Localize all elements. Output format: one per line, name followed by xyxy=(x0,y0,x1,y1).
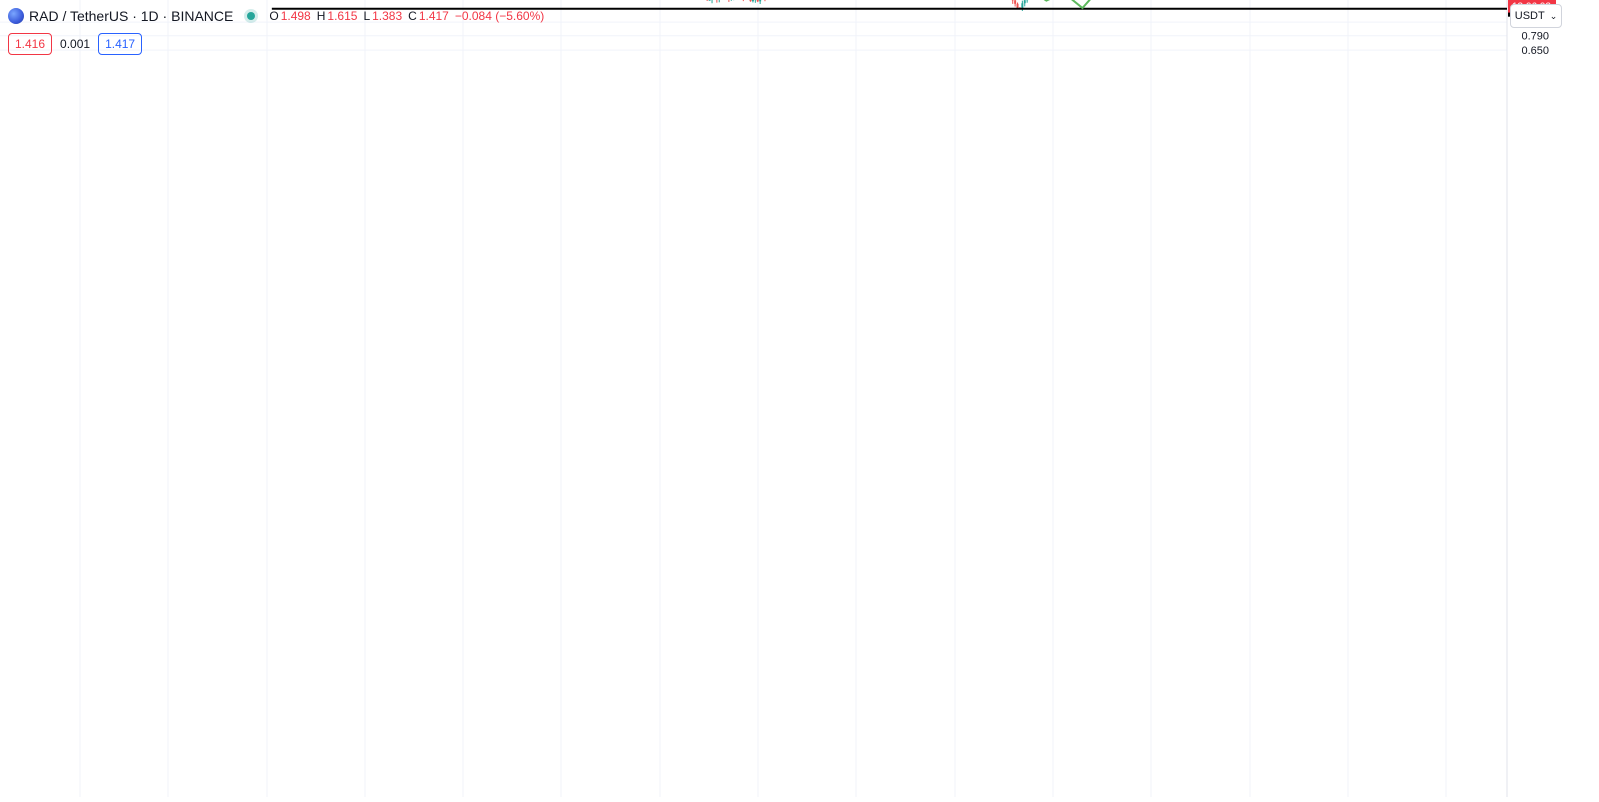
currency-label: USDT xyxy=(1515,10,1545,22)
sell-price-button[interactable]: 1.416 xyxy=(8,33,52,55)
price-axis-background[interactable] xyxy=(1507,0,1599,797)
candle-body xyxy=(752,0,754,1)
currency-select-button[interactable]: USDT ⌄ xyxy=(1510,4,1562,28)
candle-body xyxy=(750,0,752,1)
open-key: O xyxy=(269,9,278,23)
high-key: H xyxy=(317,9,326,23)
high-value: 1.615 xyxy=(327,9,357,23)
projection-path[interactable] xyxy=(1030,0,1150,8)
market-open-dot-icon xyxy=(247,12,255,20)
y-tick-label: 0.790 xyxy=(1521,31,1549,43)
y-tick-label: 0.650 xyxy=(1521,45,1549,57)
candle-body xyxy=(759,0,761,1)
low-key: L xyxy=(363,9,370,23)
rad-token-icon xyxy=(8,8,24,24)
candle-body xyxy=(757,0,759,1)
low-value: 1.383 xyxy=(372,9,402,23)
symbol-title[interactable]: RAD / TetherUS · 1D · BINANCE xyxy=(29,8,233,24)
candle-body xyxy=(709,0,711,1)
open-value: 1.498 xyxy=(281,9,311,23)
chevron-down-icon: ⌄ xyxy=(1550,11,1558,22)
buy-price-button[interactable]: 1.417 xyxy=(98,33,142,55)
quote-buttons: 1.416 0.001 1.417 xyxy=(8,33,142,55)
candle-body xyxy=(1024,0,1026,3)
price-change: −0.084 (−5.60%) xyxy=(455,9,544,23)
close-value: 1.417 xyxy=(419,9,449,23)
spread-value: 0.001 xyxy=(60,37,90,51)
candle-body xyxy=(1017,4,1019,8)
close-key: C xyxy=(408,9,417,23)
candle-body xyxy=(1014,0,1016,3)
